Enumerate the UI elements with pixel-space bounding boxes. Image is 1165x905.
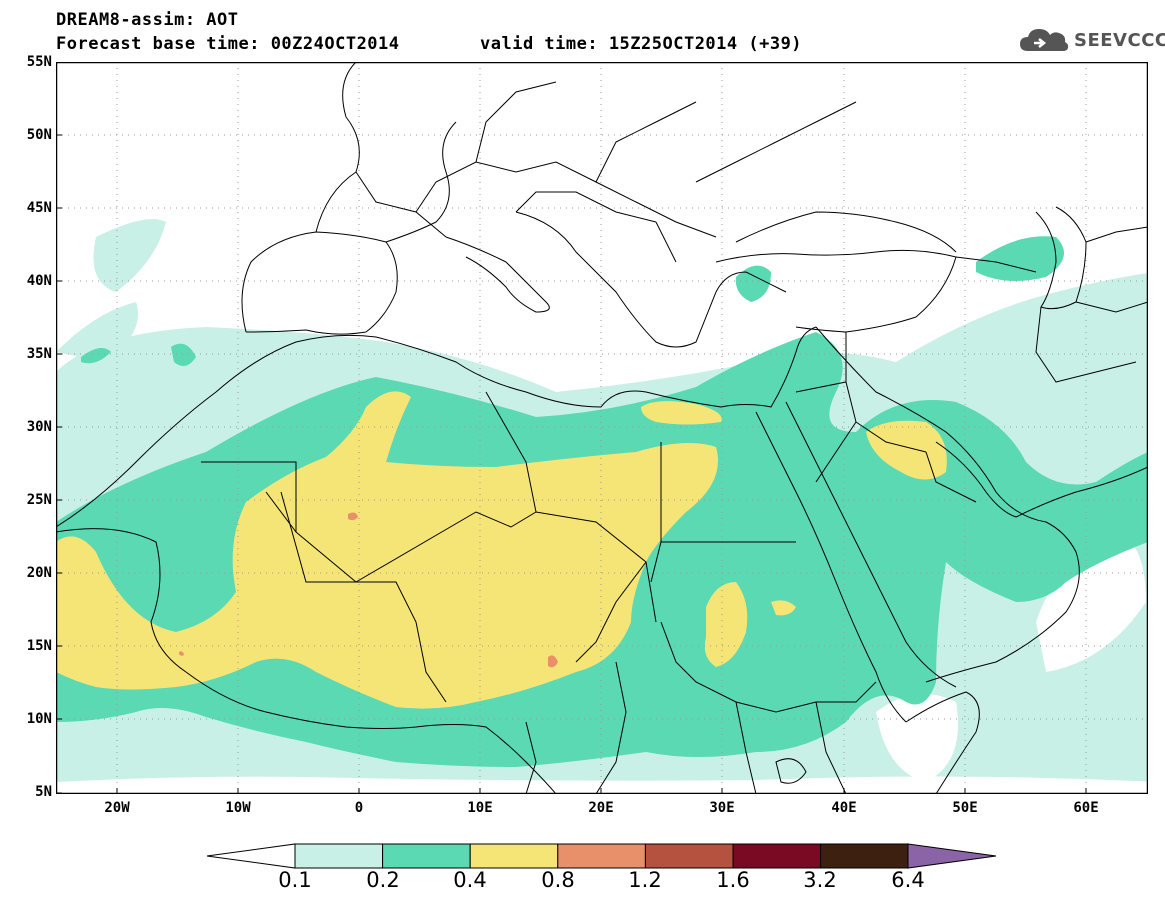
colorbar-label: 0.8 xyxy=(541,868,575,892)
aot-band-0.2 xyxy=(171,343,196,366)
lat-label: 25N xyxy=(26,492,52,508)
colorbar-arrow-right xyxy=(907,843,997,869)
aot-band-0.2 xyxy=(976,236,1064,281)
coastline-france-uk xyxy=(315,62,457,243)
coastline-east-africa-lake xyxy=(775,758,807,784)
lon-label: 60E xyxy=(1073,800,1099,816)
no-data-area xyxy=(1036,532,1146,672)
map-frame xyxy=(56,62,1148,794)
coastlines-and-borders xyxy=(56,62,1148,794)
aot-band-0.4 xyxy=(56,391,718,709)
coastline-north-africa xyxy=(56,326,817,528)
colorbar-label: 1.6 xyxy=(716,868,750,892)
aot-band-0.8 xyxy=(348,512,358,521)
aot-band-0.8 xyxy=(548,655,558,668)
colorbar xyxy=(206,843,997,869)
colorbar-label: 6.4 xyxy=(891,868,925,892)
map-title: DREAM8-assim: AOT xyxy=(56,10,239,30)
aot-band-0.2 xyxy=(81,348,111,364)
border-central-asia xyxy=(955,226,1148,383)
colorbar-cell xyxy=(732,843,822,869)
coastline-arabia xyxy=(815,326,1080,683)
lat-label: 55N xyxy=(26,54,52,70)
colorbar-cell xyxy=(644,843,734,869)
colorbar-cell xyxy=(820,843,909,869)
colorbar-cell xyxy=(382,843,471,869)
aot-band-0.4 xyxy=(704,582,748,667)
map-panel xyxy=(56,62,1148,794)
aot-band-0.2 xyxy=(735,265,771,302)
coastline-italy xyxy=(445,236,550,313)
aot-band-0.8 xyxy=(179,651,184,656)
colorbar-label: 0.4 xyxy=(453,868,487,892)
aot-band-0.1 xyxy=(93,219,166,292)
lon-label: 20E xyxy=(588,800,614,816)
lat-label: 5N xyxy=(35,784,52,800)
border-middle-east xyxy=(795,332,977,503)
lat-label: 20N xyxy=(26,565,52,581)
aot-band-0.4 xyxy=(771,600,796,616)
seevccc-logo: SEEVCCC xyxy=(1018,22,1165,58)
lon-label: 10E xyxy=(467,800,493,816)
lon-label: 30E xyxy=(709,800,735,816)
aot-band-0.1 xyxy=(56,302,138,362)
gridlines xyxy=(56,62,1148,794)
coastline-red-sea xyxy=(755,401,957,723)
colorbar-arrow-left xyxy=(206,843,296,869)
colorbar-label: 0.2 xyxy=(366,868,400,892)
lat-label: 35N xyxy=(26,346,52,362)
colorbar-label: 0.1 xyxy=(278,868,312,892)
colorbar-cell xyxy=(557,843,646,869)
border-sahara-states xyxy=(201,391,796,703)
lat-label: 30N xyxy=(26,419,52,435)
aot-band-0.4 xyxy=(641,401,722,425)
lon-label: 40E xyxy=(831,800,857,816)
tick-marks xyxy=(56,62,1087,794)
lat-label: 50N xyxy=(26,127,52,143)
coastline-west-africa xyxy=(56,527,557,794)
colorbar-label: 3.2 xyxy=(803,868,837,892)
cloud-icon xyxy=(1020,29,1069,51)
lat-label: 15N xyxy=(26,638,52,654)
lon-label: 0 xyxy=(354,800,364,816)
forecast-base-time: Forecast base time: 00Z24OCT2014 xyxy=(56,34,400,54)
border-east-africa xyxy=(525,621,877,794)
lat-label: 10N xyxy=(26,711,52,727)
colorbar-cell xyxy=(294,843,384,869)
logo-text: SEEVCCC xyxy=(1074,29,1165,51)
coastline-balkans-greece xyxy=(515,211,787,348)
coastline-persian-gulf xyxy=(935,441,1148,518)
colorbar-label: 1.2 xyxy=(628,868,662,892)
valid-time: valid time: 15Z25OCT2014 (+39) xyxy=(480,34,803,54)
aot-field xyxy=(56,219,1148,794)
coastline-caspian xyxy=(1035,206,1087,310)
lon-label: 50E xyxy=(952,800,978,816)
coastline-horn-africa xyxy=(905,691,980,794)
lat-label: 40N xyxy=(26,273,52,289)
colorbar-cell xyxy=(469,843,559,869)
lon-label: 20W xyxy=(104,800,130,816)
coastline-black-sea xyxy=(735,211,957,253)
coastline-iberia xyxy=(241,231,398,335)
no-data-area xyxy=(876,694,958,782)
lon-label: 10W xyxy=(225,800,251,816)
coastline-turkey xyxy=(715,249,957,333)
aot-band-0.4 xyxy=(866,420,947,480)
border-europe xyxy=(355,81,857,263)
lat-label: 45N xyxy=(26,200,52,216)
